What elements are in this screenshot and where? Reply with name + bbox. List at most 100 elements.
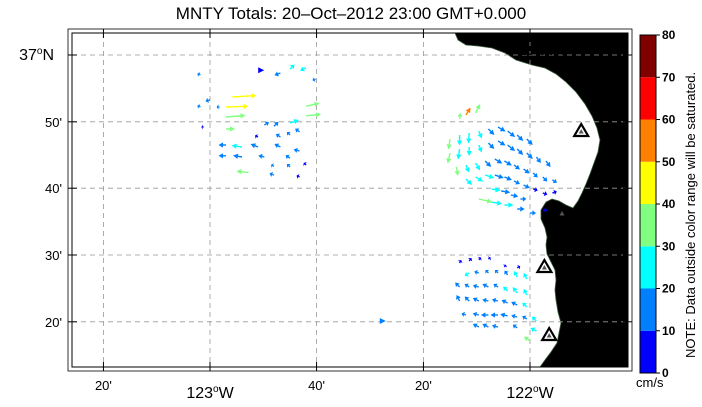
current-vector bbox=[504, 175, 512, 181]
current-vector bbox=[491, 200, 503, 206]
current-vector bbox=[512, 324, 518, 329]
current-vector bbox=[475, 176, 484, 182]
scale-bar-label: 10 km bbox=[571, 235, 608, 250]
lat-tick-label: 50' bbox=[45, 115, 62, 130]
current-vector bbox=[510, 193, 519, 199]
current-vector bbox=[507, 130, 516, 137]
colorbar-segment bbox=[640, 35, 656, 78]
current-vector bbox=[523, 168, 530, 174]
lat-tick-label: 37oN bbox=[19, 46, 54, 64]
colorbar-segment bbox=[640, 77, 656, 120]
current-vector bbox=[511, 301, 518, 307]
current-vector bbox=[300, 66, 307, 72]
current-vector bbox=[258, 67, 265, 74]
current-vector bbox=[457, 260, 463, 264]
reference-vector: 25 cm/s bbox=[520, 43, 597, 58]
current-vector bbox=[474, 162, 481, 171]
current-vector bbox=[500, 312, 508, 318]
colorbar-tick-label: 50 bbox=[662, 155, 676, 169]
current-vector bbox=[513, 179, 520, 185]
lon-tick-label: 20' bbox=[415, 378, 432, 393]
current-vector bbox=[477, 130, 483, 139]
current-vectors bbox=[197, 64, 557, 342]
current-vector bbox=[513, 271, 519, 278]
current-vector bbox=[264, 121, 269, 126]
radar-site-marker bbox=[572, 121, 591, 138]
current-vector bbox=[501, 299, 508, 305]
current-vector bbox=[545, 160, 551, 167]
current-vector bbox=[379, 318, 386, 324]
current-vector bbox=[494, 158, 503, 164]
current-vector bbox=[492, 323, 499, 329]
current-vector bbox=[530, 210, 536, 216]
current-vector bbox=[504, 270, 509, 276]
current-vector bbox=[526, 152, 533, 159]
current-vector bbox=[474, 104, 481, 114]
current-vector bbox=[474, 269, 480, 275]
current-vector bbox=[225, 113, 246, 119]
current-vector bbox=[523, 289, 528, 296]
current-vector bbox=[233, 153, 243, 159]
current-vector bbox=[258, 153, 265, 159]
current-vector bbox=[484, 173, 495, 179]
current-vector bbox=[522, 302, 528, 308]
current-vector bbox=[250, 143, 259, 149]
current-vector bbox=[303, 162, 307, 166]
current-vector bbox=[487, 142, 495, 149]
current-vector bbox=[482, 323, 489, 329]
colorbar: 0 10 20 30 40 50 60 70 80 bbox=[639, 28, 676, 380]
current-vector bbox=[464, 272, 470, 277]
current-vector bbox=[491, 187, 501, 193]
current-vector bbox=[273, 121, 279, 127]
colorbar-segment bbox=[640, 246, 656, 289]
current-vector bbox=[466, 147, 472, 156]
lat-tick-label: 40' bbox=[45, 181, 62, 196]
current-vector bbox=[236, 169, 249, 175]
current-vector bbox=[218, 153, 226, 159]
current-vector bbox=[226, 126, 235, 132]
colorbar-tick-label: 10 bbox=[662, 324, 676, 338]
current-vector bbox=[225, 103, 249, 110]
lat-tick-label: 30' bbox=[45, 248, 62, 263]
colorbar-tick-label: 30 bbox=[662, 239, 676, 253]
current-vector bbox=[542, 191, 548, 197]
current-vector bbox=[494, 269, 499, 274]
colorbar-tick-label: 20 bbox=[662, 282, 676, 296]
current-vector bbox=[472, 323, 480, 329]
current-vector bbox=[201, 124, 204, 130]
current-vector bbox=[542, 176, 548, 182]
colorbar-tick-label: 40 bbox=[662, 197, 676, 211]
current-vector bbox=[516, 134, 524, 141]
current-vector bbox=[255, 134, 259, 139]
current-vector bbox=[289, 64, 295, 70]
lat-tick-label: 20' bbox=[45, 315, 62, 330]
ocean-area bbox=[72, 33, 628, 367]
current-vector bbox=[507, 144, 516, 151]
current-vector bbox=[494, 173, 504, 179]
current-vector bbox=[296, 174, 300, 179]
current-vector bbox=[274, 143, 281, 149]
radar-sites bbox=[535, 121, 591, 342]
current-vector bbox=[504, 202, 514, 208]
current-vector bbox=[532, 172, 538, 178]
current-vector bbox=[477, 144, 483, 153]
current-vector bbox=[512, 287, 518, 294]
current-vector bbox=[305, 112, 321, 118]
radar-site-marker bbox=[535, 257, 554, 274]
scale-bar: 10 km bbox=[568, 235, 608, 254]
current-vector bbox=[457, 113, 463, 120]
current-vector bbox=[530, 327, 537, 333]
current-vector bbox=[552, 189, 557, 195]
lon-tick-label: 40' bbox=[308, 378, 325, 393]
map-title: MNTY Totals: 20–Oct–2012 23:00 GMT+0.000 bbox=[175, 4, 527, 23]
current-vector bbox=[456, 148, 462, 160]
current-vector bbox=[269, 171, 275, 177]
current-vector bbox=[312, 77, 316, 82]
lon-tick-label: 122oW bbox=[506, 384, 554, 402]
current-vector bbox=[516, 148, 524, 155]
reference-vector-head bbox=[591, 47, 597, 53]
graticule bbox=[72, 33, 628, 367]
current-vector bbox=[517, 206, 525, 212]
frame-inner bbox=[71, 32, 629, 368]
current-vector bbox=[482, 297, 489, 303]
